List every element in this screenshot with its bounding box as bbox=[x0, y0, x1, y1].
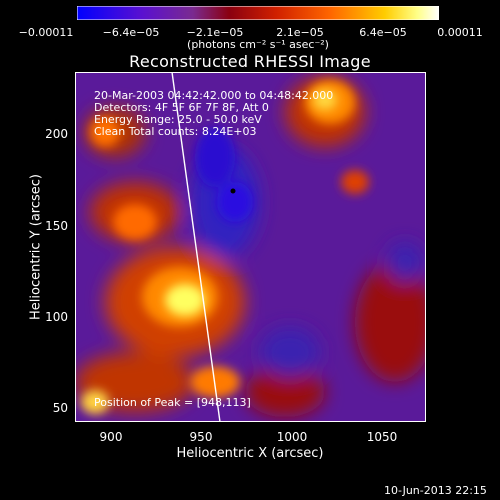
colorbar-tick-label: −2.1e−05 bbox=[186, 26, 244, 39]
colorbar-tick-label: −6.4e−05 bbox=[102, 26, 160, 39]
x-axis-label: Heliocentric X (arcsec) bbox=[176, 446, 324, 461]
y-tick-label: 200 bbox=[45, 127, 68, 141]
x-tick-label: 900 bbox=[99, 430, 123, 444]
colorbar-tick-label: 2.1e−05 bbox=[276, 26, 324, 39]
image-title: Reconstructed RHESSI Image bbox=[129, 52, 371, 71]
y-axis-label: Heliocentric Y (arcsec) bbox=[28, 174, 44, 320]
info-line-detectors: Detectors: 4F 5F 6F 7F 8F, Att 0 bbox=[94, 101, 269, 114]
x-tick-label: 1000 bbox=[276, 430, 308, 444]
rhessi-image bbox=[75, 72, 426, 422]
colorbar-units: (photons cm⁻² s⁻¹ asec⁻²) bbox=[187, 38, 329, 51]
y-tick-label: 150 bbox=[45, 219, 68, 233]
y-tick-label: 50 bbox=[52, 401, 68, 415]
timestamp: 10-Jun-2013 22:15 bbox=[384, 484, 487, 497]
colorbar-tick-label: −0.00011 bbox=[18, 26, 74, 39]
colorbar bbox=[77, 6, 439, 20]
y-tick-label: 100 bbox=[45, 310, 68, 324]
peak-position-label: Position of Peak = [948,113] bbox=[94, 396, 251, 409]
info-line-time: 20-Mar-2003 04:42:42.000 to 04:48:42.000 bbox=[94, 89, 334, 102]
colorbar-tick-label: 6.4e−05 bbox=[359, 26, 407, 39]
info-line-counts: Clean Total counts: 8.24E+03 bbox=[94, 125, 257, 138]
info-line-energy: Energy Range: 25.0 - 50.0 keV bbox=[94, 113, 262, 126]
x-tick-label: 1050 bbox=[366, 430, 398, 444]
x-tick-label: 950 bbox=[189, 430, 213, 444]
colorbar-tick-label: 0.00011 bbox=[437, 26, 483, 39]
